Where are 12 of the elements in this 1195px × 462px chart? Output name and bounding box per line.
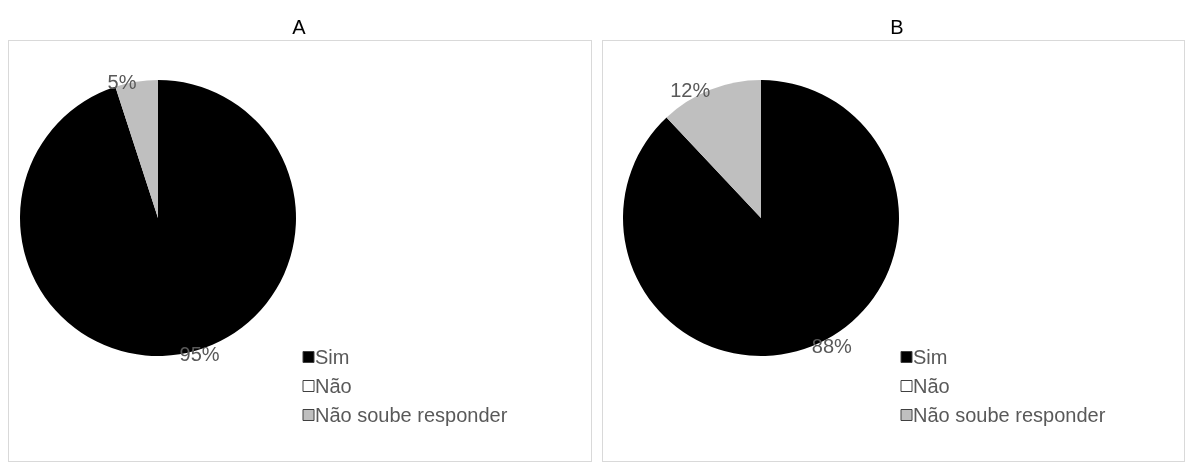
legend-label: Não: [315, 375, 352, 397]
legend-label: Sim: [912, 346, 947, 368]
legend-label: Não: [912, 375, 950, 397]
chart-title: B: [889, 16, 904, 38]
data-label: 12%: [669, 78, 710, 101]
data-label: 88%: [811, 335, 852, 358]
chart-title: A: [292, 16, 307, 38]
legend-label: Não soube responder: [912, 404, 1106, 426]
legend-label: Sim: [315, 346, 350, 368]
data-label: 5%: [107, 70, 137, 93]
legend-label: Não soube responder: [315, 404, 508, 426]
data-label: 95%: [179, 343, 220, 366]
